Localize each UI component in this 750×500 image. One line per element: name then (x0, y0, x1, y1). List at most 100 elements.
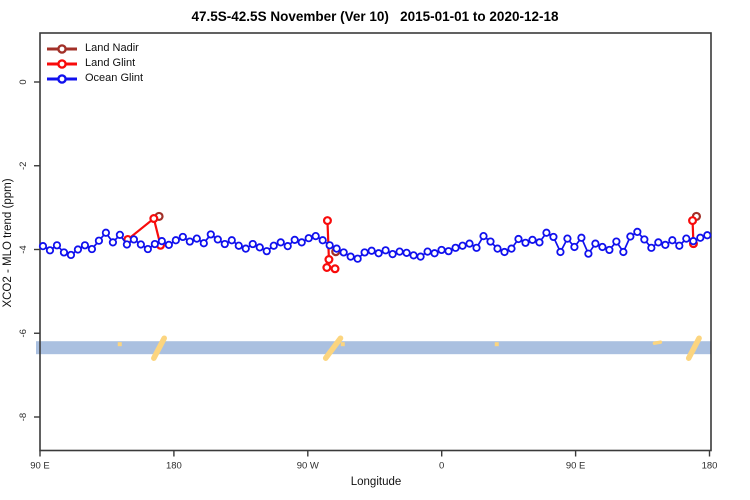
map-strip-land-patch (340, 342, 345, 347)
land-glint-point (330, 264, 340, 274)
ocean-glint-point (241, 244, 250, 253)
ocean-glint-point (633, 227, 642, 237)
ocean-glint-point (45, 246, 55, 255)
ocean-glint-point (80, 241, 90, 250)
map-strip-land-patch (117, 342, 122, 347)
ocean-glint-point (626, 232, 635, 241)
ocean-glint-point (136, 240, 145, 249)
ocean-glint-point (143, 244, 152, 254)
ocean-glint-point (661, 240, 670, 249)
ocean-glint-point (248, 239, 257, 249)
ocean-glint-point (374, 249, 383, 258)
ocean-glint-point (297, 238, 306, 247)
ocean-glint-point (311, 231, 320, 241)
legend-item-ocean-glint: Ocean Glint (46, 71, 143, 86)
x-tick-label: 180 (702, 461, 718, 472)
ocean-glint-point (381, 246, 390, 255)
ocean-glint-point (689, 237, 698, 246)
ocean-glint-marker-icon (47, 73, 77, 84)
ocean-glint-point (584, 249, 593, 258)
plot-border (39, 32, 712, 452)
ocean-glint-point (612, 237, 621, 246)
ocean-glint-point (332, 244, 341, 253)
land-glint-point (322, 216, 332, 226)
ocean-glint-point (171, 236, 180, 245)
ocean-glint-point (290, 235, 299, 244)
legend-label: Land Nadir (85, 42, 139, 54)
ocean-glint-point (514, 234, 523, 244)
ocean-glint-point (682, 234, 691, 243)
ocean-glint-point (129, 235, 138, 244)
ocean-glint-point (255, 243, 264, 252)
ocean-glint-point (570, 242, 579, 252)
map-strip-ocean (36, 341, 711, 355)
y-tick-label: -4 (18, 245, 29, 253)
y-tick-label: -8 (18, 413, 29, 421)
ocean-glint-point (549, 232, 558, 242)
ocean-glint-point (493, 244, 502, 253)
ocean-glint-point (542, 228, 551, 237)
ocean-glint-point (577, 233, 586, 242)
ocean-glint-point (115, 230, 124, 239)
x-tick-label: 180 (166, 461, 182, 472)
ocean-glint-point (444, 247, 453, 256)
ocean-glint-point (325, 241, 334, 250)
ocean-glint-point (227, 236, 236, 245)
ocean-glint-point (339, 248, 348, 257)
ocean-glint-point (563, 234, 572, 243)
map-strip-land-patch (322, 335, 344, 361)
y-tick-label: 0 (18, 79, 29, 84)
ocean-glint-point (486, 237, 495, 246)
ocean-glint-point (458, 241, 467, 250)
legend-label: Ocean Glint (85, 72, 144, 84)
ocean-glint-point (696, 233, 705, 242)
ocean-glint-point (521, 238, 530, 247)
ocean-glint-point (269, 241, 278, 250)
ocean-glint-point (38, 242, 48, 251)
ocean-glint-point (150, 239, 159, 249)
ocean-glint-point (668, 236, 677, 245)
ocean-glint-point (101, 228, 111, 237)
ocean-glint-point (654, 238, 663, 247)
ocean-glint-point (402, 248, 411, 257)
ocean-glint-point (360, 248, 369, 257)
legend-item-land-glint: Land Glint (46, 56, 143, 71)
ocean-glint-point (52, 241, 62, 250)
ocean-glint-point (220, 239, 229, 249)
ocean-glint-point (94, 236, 104, 245)
land-glint-point (322, 263, 332, 273)
land-glint-point (688, 216, 698, 226)
ocean-glint-point (213, 235, 222, 244)
ocean-glint-point (423, 247, 432, 256)
ocean-glint-point (430, 249, 439, 258)
x-axis-label: Longitude (351, 476, 402, 488)
ocean-glint-point (703, 231, 712, 240)
ocean-glint-point (108, 238, 118, 247)
ocean-glint-point (416, 252, 425, 261)
ocean-glint-point (87, 244, 97, 254)
ocean-glint-point (605, 245, 614, 255)
y-tick-label: -2 (18, 162, 29, 170)
ocean-glint-point (304, 234, 313, 243)
map-strip-land-patch (685, 335, 702, 361)
map-strip-land-patch (652, 340, 663, 345)
ocean-glint-point (465, 239, 474, 248)
ocean-glint-point (556, 247, 565, 257)
ocean-glint-point (479, 231, 488, 241)
ocean-glint-point (353, 254, 362, 263)
ocean-glint-point (675, 241, 684, 250)
ocean-glint-point (66, 250, 76, 260)
x-tick-label: 90 E (566, 461, 586, 472)
legend-label: Land Glint (85, 57, 136, 69)
ocean-glint-point (206, 230, 215, 239)
x-tick-label: 0 (439, 461, 444, 472)
ocean-glint-point (346, 252, 355, 261)
land-glint-point (149, 214, 159, 224)
y-axis-label: XCO2 - MLO trend (ppm) (2, 178, 14, 307)
y-tick-label: -6 (18, 329, 29, 337)
ocean-glint-point (451, 243, 460, 252)
map-strip-land-patch (494, 342, 499, 347)
ocean-glint-point (640, 235, 649, 244)
